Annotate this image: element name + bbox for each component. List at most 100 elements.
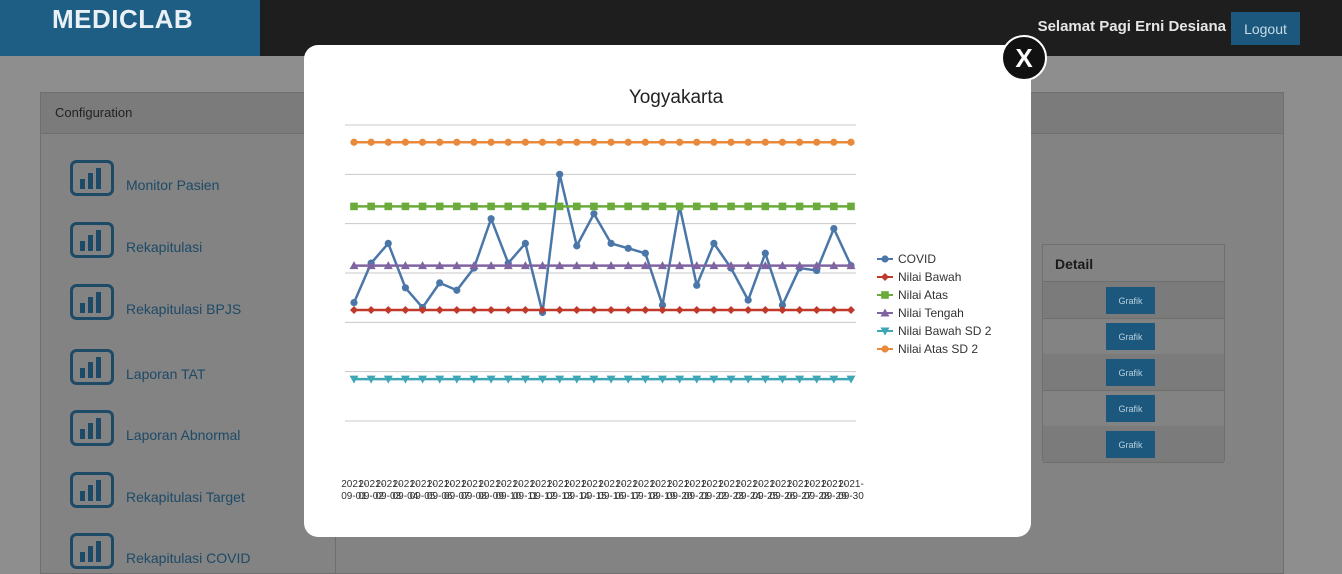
data-point-nilai-atas bbox=[727, 202, 735, 211]
brand-logo[interactable]: MEDICLAB bbox=[0, 0, 260, 56]
data-point-nilai-tengah bbox=[777, 261, 787, 270]
data-point-nilai-bawah bbox=[795, 306, 804, 314]
menu-item[interactable]: Rekapitulasi bbox=[70, 222, 330, 262]
data-point-nilai-tengah bbox=[486, 261, 496, 270]
data-point-covid bbox=[453, 286, 461, 294]
report-menu: Monitor Pasien Rekapitulasi Rekapitulasi B… bbox=[41, 134, 336, 574]
data-point-nilai-bawah bbox=[384, 306, 393, 314]
bar-chart-icon bbox=[70, 222, 114, 258]
x-tick-label: 2021-09-04 bbox=[393, 479, 419, 502]
data-point-nilai-atas-sd-2 bbox=[590, 138, 598, 146]
data-point-nilai-atas-sd-2 bbox=[470, 138, 478, 146]
data-point-nilai-bawah-sd-2 bbox=[709, 375, 719, 384]
grafik-button[interactable]: Grafik bbox=[1106, 359, 1155, 386]
data-point-nilai-atas bbox=[830, 202, 838, 211]
data-point-covid bbox=[624, 244, 632, 252]
x-tick-label: 2021-09-21 bbox=[684, 479, 710, 502]
close-modal-button[interactable]: X bbox=[1001, 35, 1047, 81]
grafik-button[interactable]: Grafik bbox=[1106, 431, 1155, 458]
data-point-nilai-bawah-sd-2 bbox=[829, 375, 839, 384]
data-point-nilai-tengah bbox=[846, 261, 856, 270]
data-point-nilai-bawah-sd-2 bbox=[726, 375, 736, 384]
bar-chart-icon bbox=[70, 284, 114, 320]
bar-chart-icon bbox=[70, 533, 114, 569]
data-point-nilai-bawah bbox=[641, 306, 650, 314]
data-point-nilai-bawah bbox=[709, 306, 718, 314]
data-point-nilai-atas-sd-2 bbox=[418, 138, 427, 146]
data-point-covid bbox=[350, 299, 358, 307]
data-point-nilai-atas-sd-2 bbox=[761, 138, 769, 146]
data-point-nilai-bawah-sd-2 bbox=[572, 375, 582, 384]
data-point-nilai-atas-sd-2 bbox=[453, 138, 461, 146]
data-point-nilai-atas-sd-2 bbox=[710, 138, 718, 146]
data-point-nilai-bawah-sd-2 bbox=[538, 375, 548, 384]
data-point-covid bbox=[607, 239, 615, 247]
data-point-nilai-atas-sd-2 bbox=[436, 138, 444, 146]
data-point-nilai-atas-sd-2 bbox=[573, 138, 581, 146]
data-point-nilai-atas-sd-2 bbox=[367, 138, 375, 146]
data-point-nilai-atas bbox=[401, 202, 410, 211]
x-tick-label: 2021-09-24 bbox=[735, 479, 761, 502]
data-point-nilai-bawah bbox=[469, 306, 478, 314]
data-point-covid bbox=[693, 281, 701, 289]
menu-item[interactable]: Monitor Pasien bbox=[70, 160, 330, 200]
grafik-button[interactable]: Grafik bbox=[1106, 323, 1155, 350]
data-point-nilai-atas-sd-2 bbox=[658, 138, 667, 146]
x-tick-label: 2021-09-09 bbox=[478, 479, 504, 502]
x-tick-label: 2021-09-18 bbox=[633, 479, 659, 502]
data-point-nilai-atas bbox=[744, 202, 752, 211]
detail-column-header: Detail bbox=[1055, 256, 1094, 272]
data-point-nilai-atas-sd-2 bbox=[847, 138, 855, 146]
brand-name: MEDICLAB bbox=[52, 4, 194, 34]
logout-button[interactable]: Logout bbox=[1231, 12, 1300, 45]
menu-item[interactable]: Laporan TAT bbox=[70, 349, 330, 389]
data-point-nilai-bawah bbox=[521, 306, 530, 314]
data-point-nilai-bawah bbox=[418, 306, 427, 314]
data-point-nilai-bawah bbox=[555, 306, 564, 314]
menu-item[interactable]: Laporan Abnormal bbox=[70, 410, 330, 450]
x-tick-label: 2021-09-16 bbox=[598, 479, 624, 502]
data-point-covid bbox=[761, 249, 769, 257]
data-point-nilai-atas bbox=[658, 202, 667, 211]
data-point-nilai-atas-sd-2 bbox=[795, 138, 804, 146]
data-point-nilai-tengah bbox=[812, 261, 822, 270]
data-point-nilai-atas bbox=[778, 202, 787, 211]
menu-item[interactable]: Rekapitulasi Target bbox=[70, 472, 330, 512]
data-point-covid bbox=[710, 239, 718, 247]
data-point-nilai-tengah bbox=[383, 261, 393, 270]
data-point-nilai-atas bbox=[367, 202, 375, 211]
x-tick-label: 2021-09-13 bbox=[547, 479, 573, 502]
data-point-nilai-tengah bbox=[829, 261, 839, 270]
legend-label: COVID bbox=[898, 252, 936, 266]
data-point-nilai-tengah bbox=[726, 261, 736, 270]
data-point-nilai-atas bbox=[487, 202, 495, 211]
data-point-nilai-bawah-sd-2 bbox=[692, 375, 702, 384]
legend-marker-covid bbox=[881, 255, 889, 263]
data-point-covid bbox=[658, 301, 667, 309]
data-point-nilai-bawah-sd-2 bbox=[452, 375, 462, 384]
data-point-nilai-bawah-sd-2 bbox=[777, 375, 787, 384]
data-point-nilai-bawah bbox=[812, 306, 821, 314]
menu-item-label: Rekapitulasi BPJS bbox=[126, 301, 242, 317]
data-point-nilai-bawah-sd-2 bbox=[503, 375, 513, 384]
data-point-nilai-tengah bbox=[675, 261, 685, 270]
data-point-nilai-bawah bbox=[761, 306, 770, 314]
data-point-covid bbox=[487, 215, 495, 223]
menu-item[interactable]: Rekapitulasi BPJS bbox=[70, 284, 330, 324]
data-point-nilai-bawah-sd-2 bbox=[435, 375, 445, 384]
x-tick-label: 2021-09-01 bbox=[341, 479, 367, 502]
data-point-nilai-atas-sd-2 bbox=[744, 138, 752, 146]
data-point-nilai-atas-sd-2 bbox=[778, 138, 787, 146]
x-tick-label: 2021-09-29 bbox=[821, 479, 847, 502]
grafik-button[interactable]: Grafik bbox=[1106, 287, 1155, 314]
legend-marker-nilai-bawah-sd-2 bbox=[880, 327, 890, 336]
grafik-button[interactable]: Grafik bbox=[1106, 395, 1155, 422]
menu-item[interactable]: Rekapitulasi COVID bbox=[70, 533, 330, 573]
data-point-nilai-atas bbox=[675, 202, 684, 211]
data-point-nilai-tengah bbox=[452, 261, 462, 270]
legend-label: Nilai Bawah SD 2 bbox=[898, 324, 992, 338]
data-point-nilai-atas-sd-2 bbox=[538, 138, 547, 146]
data-point-nilai-atas bbox=[538, 202, 547, 211]
data-point-nilai-atas bbox=[384, 202, 393, 211]
data-point-nilai-atas bbox=[418, 202, 427, 211]
